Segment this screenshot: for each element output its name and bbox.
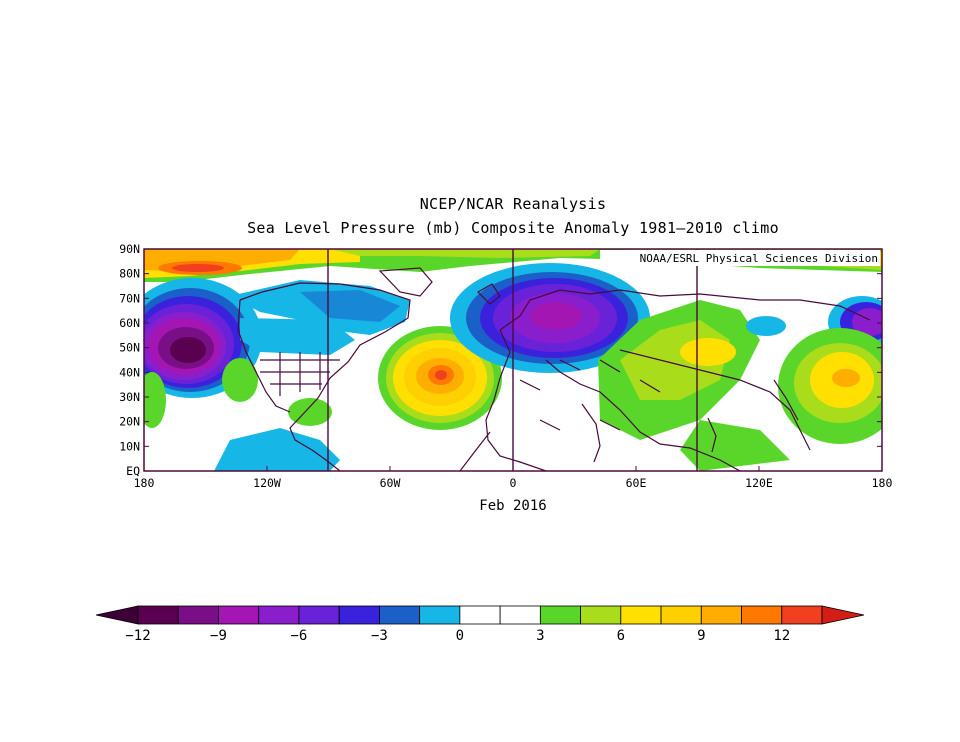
colorbar-swatch (419, 605, 461, 625)
colorbar-label: −9 (210, 628, 227, 644)
northwest-pacific-high (778, 328, 882, 444)
colorbar-label: −12 (125, 628, 150, 644)
colorbar-label: 9 (697, 628, 705, 644)
canada-negative (230, 280, 410, 355)
lon-label: 60W (380, 476, 401, 490)
colorbar-label: −3 (371, 628, 388, 644)
colorbar-label: −6 (291, 628, 308, 644)
lon-label: 120E (745, 476, 773, 490)
lat-label: 10N (119, 439, 140, 453)
lon-label: 120W (253, 476, 281, 490)
tropical-pacific-negative (214, 428, 340, 471)
colorbar-label: 6 (617, 628, 625, 644)
colorbar-swatch (459, 605, 501, 625)
lat-label: 30N (119, 390, 140, 404)
colorbar-swatch (580, 605, 622, 625)
lon-label: 0 (510, 476, 517, 490)
colorbar-swatch (741, 605, 783, 625)
lat-label: 90N (119, 242, 140, 256)
colorbar-swatch (218, 605, 260, 625)
chart-title: NCEP/NCAR Reanalysis (419, 195, 607, 213)
longitude-axis: 180 120W 60W 0 60E 120E 180 (134, 466, 893, 490)
lon-label: 180 (134, 476, 155, 490)
colorbar-swatch (338, 605, 380, 625)
north-pacific-low (144, 278, 262, 398)
colorbar-swatch (379, 605, 421, 625)
date-label: Feb 2016 (479, 498, 547, 514)
colorbar-swatch (499, 605, 541, 625)
lon-label: 60E (626, 476, 647, 490)
credit-text: NOAA/ESRL Physical Sciences Division (640, 252, 878, 265)
colorbar-swatch (660, 605, 702, 625)
colorbar-swatch (620, 605, 662, 625)
lat-label: 20N (119, 415, 140, 429)
asia-positive (598, 300, 790, 471)
colorbar-swatch (539, 605, 581, 625)
colorbar-under-arrow (95, 605, 139, 625)
latitude-axis: EQ 10N 20N 30N 40N 50N 60N 70N 80N 90N (119, 242, 882, 478)
colorbar-swatch (700, 605, 742, 625)
colorbar-swatch (177, 605, 219, 625)
lat-label: 50N (119, 341, 140, 355)
credit-box (600, 250, 880, 266)
colorbar-swatch (258, 605, 300, 625)
north-atlantic-high (378, 326, 502, 430)
coastlines (237, 267, 871, 471)
colorbar: −12 −9 −6 −3 0 3 6 9 12 (95, 605, 865, 644)
lat-label: 80N (119, 267, 140, 281)
colorbar-swatch (781, 605, 823, 625)
colorbar-label: 3 (536, 628, 544, 644)
lat-label: 70N (119, 291, 140, 305)
reference-meridians (327, 249, 698, 471)
lat-label: 40N (119, 365, 140, 379)
anomaly-field (144, 249, 882, 471)
lat-label: EQ (126, 464, 140, 478)
colorbar-swatch (137, 605, 179, 625)
lat-label: 60N (119, 316, 140, 330)
chart-subtitle: Sea Level Pressure (mb) Composite Anomal… (247, 219, 779, 237)
colorbar-swatch (298, 605, 340, 625)
colorbar-over-arrow (821, 605, 865, 625)
lon-label: 180 (872, 476, 893, 490)
european-low (450, 263, 650, 373)
colorbar-label: 0 (456, 628, 464, 644)
colorbar-label: 12 (773, 628, 790, 644)
